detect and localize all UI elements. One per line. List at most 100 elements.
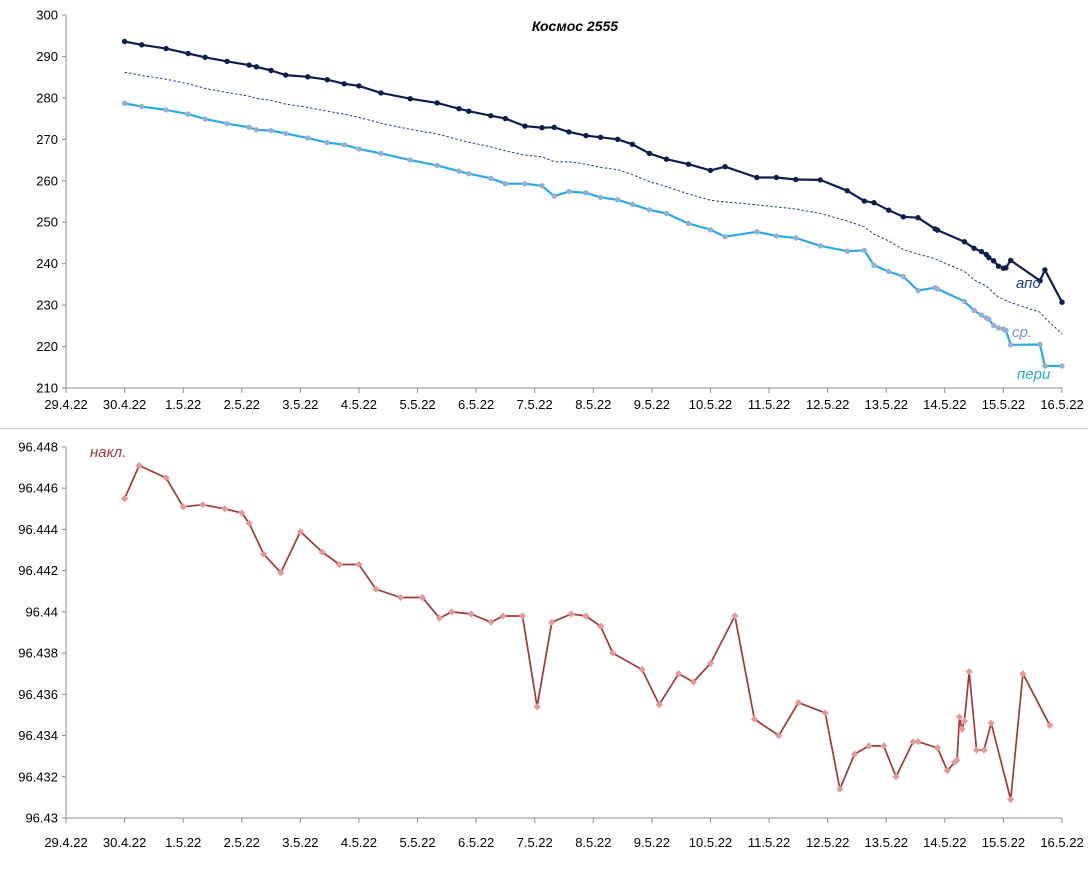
data-point	[689, 678, 697, 686]
x-tick-label: 11.5.22	[748, 835, 790, 850]
x-tick-label: 16.5.22	[1040, 835, 1083, 850]
series-mean	[124, 71, 1063, 335]
data-point	[1019, 670, 1027, 678]
data-point	[995, 325, 1002, 331]
data-point	[914, 738, 922, 746]
data-point	[418, 593, 426, 602]
data-point	[185, 50, 191, 57]
data-point	[499, 612, 507, 620]
data-point	[238, 509, 246, 517]
data-point	[865, 742, 873, 750]
y-tick-label: 96.432	[18, 769, 58, 784]
y-tick-label: 250	[36, 215, 58, 230]
data-point	[951, 758, 959, 766]
y-tick-label: 280	[36, 90, 58, 105]
data-point	[844, 188, 850, 194]
data-point	[305, 74, 311, 80]
data-point	[978, 312, 985, 318]
data-point	[915, 287, 921, 294]
data-point	[355, 560, 363, 569]
data-point	[224, 58, 230, 65]
data-point	[518, 612, 527, 620]
y-tick-label: 96.444	[18, 522, 58, 537]
data-point	[1042, 267, 1048, 273]
data-point	[305, 135, 311, 141]
data-point	[706, 659, 715, 667]
data-point	[121, 100, 128, 107]
y-tick-label: 96.446	[18, 481, 58, 496]
data-point	[1059, 299, 1065, 305]
data-point	[707, 167, 714, 174]
data-point	[934, 286, 941, 292]
data-point	[502, 115, 509, 122]
data-point	[268, 67, 274, 74]
data-point	[139, 103, 145, 110]
data-point	[750, 715, 758, 723]
data-point	[646, 207, 653, 213]
data-point	[597, 194, 604, 201]
data-point	[773, 174, 780, 181]
data-point	[990, 258, 997, 264]
x-tick-label: 13.5.22	[865, 397, 908, 412]
x-tick-label: 6.5.22	[458, 835, 494, 850]
x-tick-label: 3.5.22	[282, 835, 318, 850]
data-point	[675, 670, 683, 678]
data-point	[253, 127, 260, 133]
x-tick-label: 8.5.22	[575, 397, 611, 412]
data-point	[663, 156, 670, 162]
data-point	[793, 235, 799, 241]
data-point	[615, 136, 621, 142]
data-point	[548, 618, 556, 626]
data-point	[707, 227, 714, 233]
x-tick-label: 15.5.22	[982, 835, 1025, 850]
data-point	[958, 725, 966, 733]
data-point	[324, 77, 330, 83]
data-point	[566, 188, 572, 195]
data-point	[268, 127, 274, 134]
orbit-height-chart: 210 220 230 240 250 260 270 280 290 300 29.4.22 30.…	[36, 8, 1083, 413]
series-apo	[121, 38, 1065, 305]
data-point	[933, 744, 942, 752]
data-point	[886, 268, 892, 275]
x-tick-label: 6.5.22	[458, 397, 494, 412]
data-point	[990, 322, 997, 329]
series-peri	[121, 100, 1065, 369]
data-point	[448, 608, 456, 616]
data-point	[844, 248, 850, 254]
x-tick-label: 10.5.22	[689, 835, 732, 850]
x-tick-label: 13.5.22	[865, 835, 908, 850]
data-point	[638, 666, 646, 674]
data-point	[456, 168, 462, 174]
data-point	[986, 316, 992, 322]
data-point	[960, 717, 968, 725]
data-point	[986, 254, 992, 261]
data-point	[861, 247, 867, 254]
chart-title: Космос 2555	[532, 18, 618, 34]
data-point	[1046, 721, 1054, 729]
x-tick-label: 7.5.22	[517, 397, 553, 412]
x-tick-label: 16.5.22	[1040, 397, 1083, 412]
data-point	[467, 610, 475, 618]
data-point	[1037, 341, 1043, 348]
data-point	[341, 142, 347, 148]
y-tick-label: 260	[36, 173, 58, 188]
data-point	[487, 618, 495, 626]
data-point	[253, 64, 260, 70]
data-point	[296, 527, 304, 536]
data-point	[335, 560, 343, 569]
x-tick-label: 8.5.22	[575, 835, 611, 850]
data-point	[663, 210, 670, 217]
data-point	[434, 162, 440, 169]
data-point	[754, 229, 760, 235]
data-point	[163, 107, 169, 113]
data-point	[597, 622, 605, 630]
x-tick-label: 1.5.22	[165, 397, 201, 412]
data-point	[971, 245, 977, 251]
data-point	[179, 503, 187, 511]
data-point	[356, 83, 362, 89]
series-label-peri: пери	[1017, 366, 1051, 383]
data-point	[943, 767, 951, 775]
data-point	[915, 215, 921, 221]
data-point	[965, 668, 973, 676]
